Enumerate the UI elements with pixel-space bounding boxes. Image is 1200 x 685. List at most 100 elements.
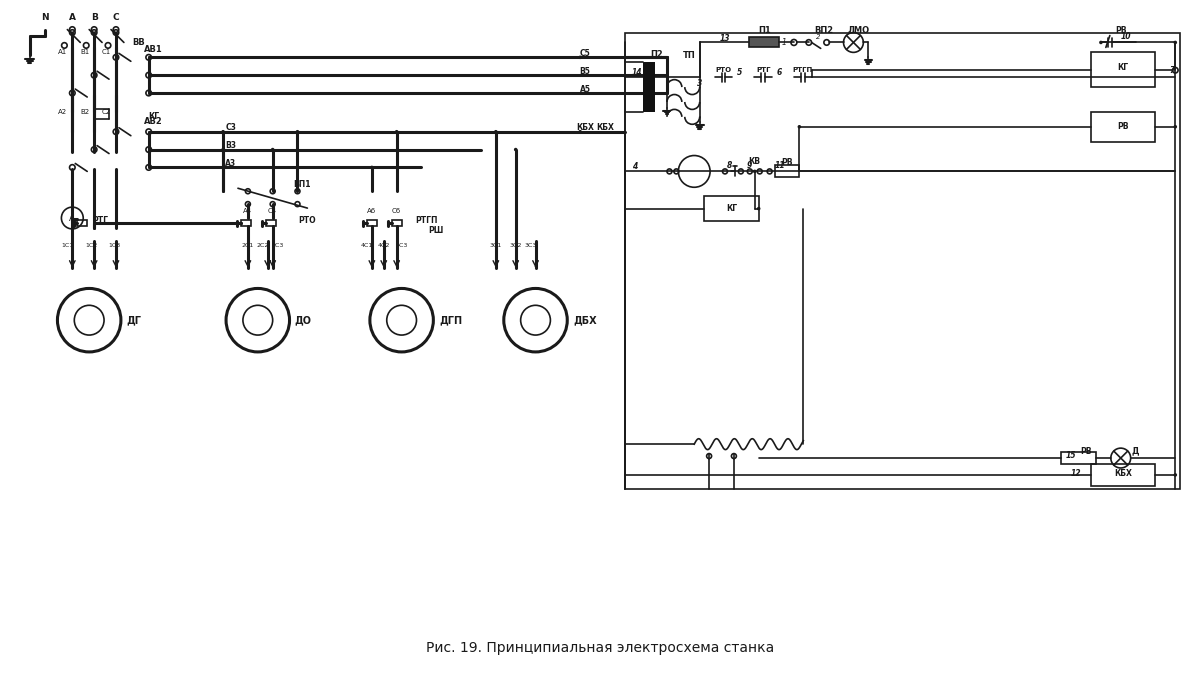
Circle shape bbox=[370, 166, 373, 169]
Text: ДГ: ДГ bbox=[126, 315, 142, 325]
Text: ВП2: ВП2 bbox=[814, 26, 833, 35]
Text: КБХ: КБХ bbox=[596, 123, 614, 132]
Circle shape bbox=[1174, 125, 1177, 129]
Text: АВ1: АВ1 bbox=[144, 45, 163, 54]
Text: КГ: КГ bbox=[1117, 63, 1128, 72]
Text: 3: 3 bbox=[697, 79, 702, 88]
Circle shape bbox=[221, 130, 224, 134]
Circle shape bbox=[1174, 473, 1177, 477]
Text: РТО: РТО bbox=[715, 67, 732, 73]
Text: КБХ: КБХ bbox=[1114, 469, 1132, 478]
Circle shape bbox=[798, 125, 802, 129]
Circle shape bbox=[221, 148, 224, 151]
Text: ЛМО: ЛМО bbox=[847, 26, 870, 35]
Text: C1: C1 bbox=[102, 49, 110, 55]
Bar bbox=[1091, 464, 1156, 486]
Text: КВ: КВ bbox=[749, 157, 761, 166]
Text: ВВ: ВВ bbox=[132, 38, 145, 47]
Text: А5: А5 bbox=[580, 84, 590, 94]
Text: 3С1: 3С1 bbox=[490, 243, 502, 248]
Text: 1С3: 1С3 bbox=[109, 243, 121, 248]
Bar bbox=[1091, 112, 1156, 142]
Text: A1: A1 bbox=[58, 49, 67, 55]
Text: 4С2: 4С2 bbox=[378, 243, 390, 248]
Circle shape bbox=[578, 55, 582, 59]
Text: РВ: РВ bbox=[1115, 26, 1127, 35]
Text: A: A bbox=[68, 13, 76, 22]
Bar bbox=[1091, 52, 1156, 87]
Text: B: B bbox=[91, 13, 97, 22]
Circle shape bbox=[752, 170, 756, 173]
Text: Рис. 19. Принципиальная электросхема станка: Рис. 19. Принципиальная электросхема ста… bbox=[426, 640, 774, 654]
Circle shape bbox=[395, 130, 398, 134]
Text: 2С2: 2С2 bbox=[257, 243, 269, 248]
Text: РВ: РВ bbox=[1117, 122, 1128, 132]
Circle shape bbox=[757, 207, 761, 210]
Bar bbox=[625, 32, 1181, 489]
Text: РТО: РТО bbox=[299, 216, 317, 225]
Text: КГ: КГ bbox=[148, 112, 160, 121]
Text: 15: 15 bbox=[1066, 451, 1076, 460]
Text: РШ: РШ bbox=[428, 227, 444, 236]
Circle shape bbox=[578, 130, 582, 134]
Text: 2: 2 bbox=[816, 34, 820, 40]
Text: 10: 10 bbox=[1121, 32, 1130, 41]
Bar bbox=[391, 221, 402, 226]
Text: КГ: КГ bbox=[726, 204, 737, 213]
Text: 12: 12 bbox=[1070, 469, 1081, 478]
Bar bbox=[643, 62, 654, 112]
Text: 1: 1 bbox=[781, 38, 786, 47]
Text: 5: 5 bbox=[737, 68, 742, 77]
Text: КБХ: КБХ bbox=[576, 123, 594, 132]
Bar bbox=[241, 221, 251, 226]
Text: 2С1: 2С1 bbox=[241, 243, 254, 248]
Text: А4: А4 bbox=[244, 208, 252, 214]
Text: 4С1: 4С1 bbox=[361, 243, 373, 248]
Text: B1: B1 bbox=[80, 49, 89, 55]
Bar bbox=[774, 166, 799, 177]
Bar bbox=[367, 221, 377, 226]
Text: РТГП: РТГП bbox=[415, 216, 438, 225]
Text: П1: П1 bbox=[757, 26, 770, 35]
Circle shape bbox=[271, 148, 275, 151]
Text: 6: 6 bbox=[776, 68, 781, 77]
Text: 1С2: 1С2 bbox=[85, 243, 97, 248]
Text: 11: 11 bbox=[774, 161, 785, 170]
Text: 4С3: 4С3 bbox=[396, 243, 408, 248]
Text: В3: В3 bbox=[226, 141, 236, 150]
Text: А2: А2 bbox=[59, 109, 67, 115]
Bar bbox=[1061, 452, 1096, 464]
Text: C: C bbox=[113, 13, 119, 22]
Text: С4: С4 bbox=[268, 208, 277, 214]
Text: А3: А3 bbox=[226, 159, 236, 168]
Circle shape bbox=[295, 130, 299, 134]
Text: 3С3: 3С3 bbox=[524, 243, 536, 248]
Text: С3: С3 bbox=[226, 123, 236, 132]
Text: А: А bbox=[70, 214, 76, 223]
Text: 8: 8 bbox=[727, 161, 732, 170]
Text: 1С1: 1С1 bbox=[61, 243, 73, 248]
Text: 2С3: 2С3 bbox=[271, 243, 284, 248]
Text: П2: П2 bbox=[650, 50, 662, 59]
Text: ТП: ТП bbox=[683, 51, 696, 60]
Text: РТГП: РТГП bbox=[793, 67, 812, 73]
Text: ДБХ: ДБХ bbox=[574, 315, 596, 325]
Text: РТГ: РТГ bbox=[92, 216, 108, 225]
Text: В2: В2 bbox=[80, 109, 89, 115]
Circle shape bbox=[221, 166, 224, 169]
Text: РВ: РВ bbox=[781, 158, 793, 167]
Circle shape bbox=[494, 130, 498, 134]
Text: РТГ: РТГ bbox=[756, 67, 770, 73]
Text: С6: С6 bbox=[392, 208, 401, 214]
Bar bbox=[704, 196, 758, 221]
Text: ВП1: ВП1 bbox=[294, 179, 311, 189]
Circle shape bbox=[1099, 40, 1103, 45]
Text: 7: 7 bbox=[1170, 66, 1175, 75]
Circle shape bbox=[514, 148, 517, 151]
Text: Д: Д bbox=[1132, 447, 1139, 456]
Bar bbox=[77, 221, 88, 226]
Text: ДО: ДО bbox=[294, 315, 311, 325]
Text: АВ2: АВ2 bbox=[144, 117, 163, 126]
Text: 3С2: 3С2 bbox=[510, 243, 522, 248]
Bar bbox=[265, 221, 276, 226]
